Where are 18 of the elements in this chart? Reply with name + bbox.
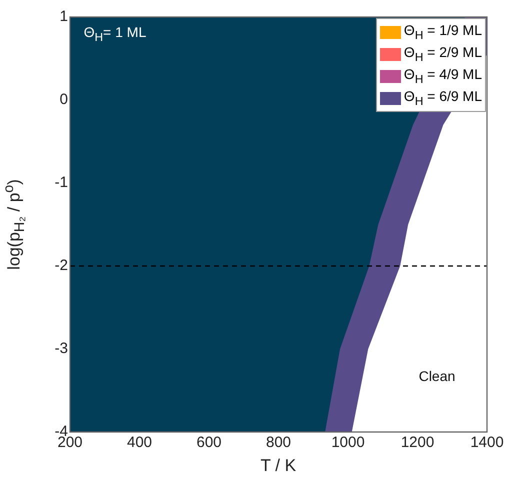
x-tick-label: 1400 [470,434,504,452]
y-tick-label: -2 [54,257,68,274]
y-tick-label: -3 [54,340,68,358]
legend-label: Θ$_{H}$ = 2/9 ML [404,44,482,64]
x-tick-label: 400 [126,434,152,452]
x-tick-label: 600 [196,434,222,452]
x-tick-label: 1200 [400,434,434,452]
y-tick-label: 0 [60,91,68,108]
y-tick-label: 1 [60,8,68,26]
x-tick-label: 1000 [331,434,365,452]
annotation: Θ$_{H}$= 1 ML [84,24,146,44]
y-tick-label: -1 [54,174,68,192]
x-tick-label: 800 [266,434,292,452]
legend-label: Θ$_{H}$ = 1/9 ML [404,22,482,42]
legend-label: Θ$_{H}$ = 4/9 ML [404,66,482,86]
annotation: Clean [418,368,456,384]
legend-label: Θ$_{H}$ = 6/9 ML [404,88,482,108]
x-axis-title: T / K [260,456,296,476]
